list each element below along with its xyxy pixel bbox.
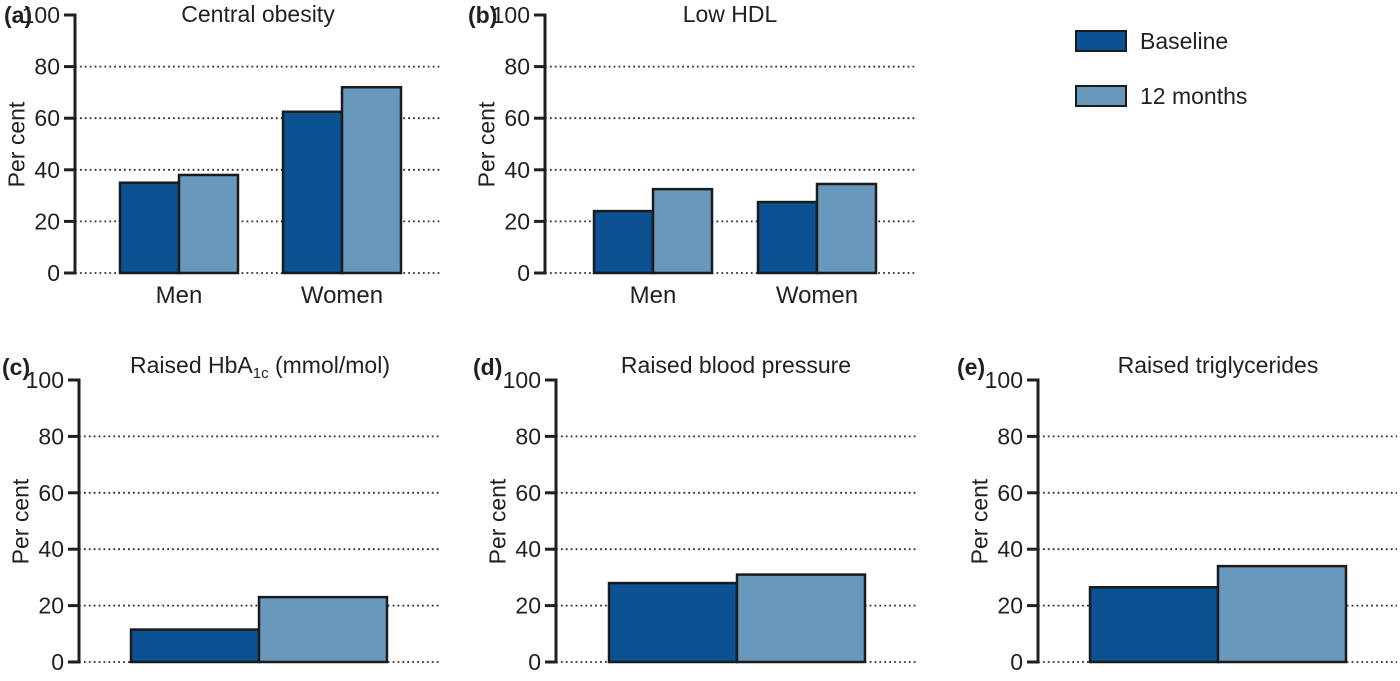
- chart-e: 0 20 40 60 80 100: [985, 367, 1397, 675]
- panel-b-low-hdl: (b) Low HDL Per cent 0 20 40 60 80 100 Men Wome…: [460, 0, 922, 336]
- y-tick-label-60: 60: [997, 480, 1023, 506]
- bar-a-women-baseline: [281, 110, 344, 275]
- bar-a-women-12-months: [340, 85, 403, 275]
- bar-d-overall-12-months: [735, 573, 867, 664]
- y-tick-label-80: 80: [515, 423, 541, 449]
- y-tick-label-20: 20: [997, 593, 1023, 619]
- bar-b-women-12-months: [815, 182, 878, 275]
- y-tick-label-100: 100: [503, 367, 541, 393]
- panel-title-subscript: 1c: [252, 365, 269, 382]
- x-category-label-men: Men: [156, 282, 203, 309]
- y-tick-label-60: 60: [38, 480, 64, 506]
- y-tick-label-80: 80: [997, 423, 1023, 449]
- legend-swatch-baseline: [1075, 30, 1127, 52]
- chart-a: 0 20 40 60 80 100 Men Women: [22, 2, 440, 309]
- bar-e-overall-12-months: [1216, 564, 1348, 664]
- y-tick-label-100: 100: [22, 2, 60, 28]
- y-tick-label-100: 100: [492, 2, 530, 28]
- bar-b-men-baseline: [592, 209, 655, 275]
- plot-area: 0 20 40 60 80 100: [460, 340, 922, 676]
- panel-label: (d): [473, 354, 503, 380]
- panel-label: (b): [468, 2, 498, 28]
- panel-title-text: Low HDL: [682, 1, 778, 27]
- panel-title: Raised blood pressure: [536, 352, 936, 379]
- legend-label-baseline: Baseline: [1140, 27, 1229, 54]
- panel-label: (e): [957, 354, 986, 380]
- y-tick-label-0: 0: [517, 260, 530, 286]
- bar-c-overall-12-months: [257, 595, 389, 664]
- chart-d: 0 20 40 60 80 100: [503, 367, 917, 675]
- y-tick-label-40: 40: [34, 157, 60, 183]
- y-tick-label-60: 60: [515, 480, 541, 506]
- panel-title-text: Central obesity: [181, 1, 335, 27]
- panel-d-raised-blood-pressure: (d) Raised blood pressure Per cent 0 20 40…: [460, 340, 922, 676]
- bar-c-overall-baseline: [129, 628, 261, 664]
- y-tick-label-0: 0: [1010, 649, 1023, 675]
- y-tick-label-0: 0: [47, 260, 60, 286]
- y-tick-label-0: 0: [528, 649, 541, 675]
- chart-b: 0 20 40 60 80 100 Men Women: [492, 2, 915, 309]
- bar-e-overall-baseline: [1088, 586, 1220, 664]
- panel-title: Raised triglycerides: [1018, 352, 1400, 379]
- panel-title: Low HDL: [530, 1, 930, 28]
- y-tick-label-20: 20: [38, 593, 64, 619]
- panel-c-raised-hba1c: (c) Raised HbA1c (mmol/mol) Per cent 0 20…: [0, 340, 456, 676]
- bar-b-men-12-months: [651, 187, 714, 275]
- panel-title: Raised HbA1c (mmol/mol): [60, 352, 460, 382]
- y-tick-label-40: 40: [38, 536, 64, 562]
- y-tick-label-20: 20: [34, 208, 60, 234]
- plot-area: 0 20 40 60 80 100: [930, 340, 1400, 676]
- legend-label-12-months: 12 months: [1140, 82, 1248, 109]
- plot-area: 0 20 40 60 80 100 Men Women: [460, 0, 922, 336]
- x-category-label-men: Men: [630, 282, 677, 309]
- panel-a-central-obesity: (a) Central obesity Per cent 0 20 40 60 80 10…: [0, 0, 456, 336]
- x-category-label-women: Women: [301, 282, 383, 309]
- panel-title-text: Raised blood pressure: [620, 352, 852, 378]
- y-tick-label-40: 40: [504, 157, 530, 183]
- y-tick-label-60: 60: [504, 105, 530, 131]
- y-tick-label-20: 20: [515, 593, 541, 619]
- y-tick-label-80: 80: [504, 54, 530, 80]
- x-category-label-women: Women: [776, 282, 858, 309]
- bar-b-women-baseline: [756, 200, 819, 275]
- y-tick-label-20: 20: [504, 208, 530, 234]
- y-tick-label-40: 40: [515, 536, 541, 562]
- panel-title-text: Raised triglycerides: [1117, 352, 1319, 378]
- y-tick-label-60: 60: [34, 105, 60, 131]
- legend-item-baseline: Baseline: [1075, 27, 1247, 54]
- y-tick-label-80: 80: [34, 54, 60, 80]
- plot-area: 0 20 40 60 80 100: [0, 340, 456, 676]
- legend-swatch-12-months: [1075, 85, 1127, 107]
- panel-title: Central obesity: [58, 1, 458, 28]
- legend: Baseline 12 months: [1075, 27, 1248, 140]
- bar-d-overall-baseline: [607, 581, 739, 664]
- panel-title-suffix: (mmol/mol): [268, 352, 390, 378]
- y-tick-label-100: 100: [26, 367, 64, 393]
- panel-label: (a): [4, 2, 33, 28]
- panel-e-raised-triglycerides: (e) Raised triglycerides Per cent 0 20 40 6…: [930, 340, 1400, 676]
- plot-area: 0 20 40 60 80 100 Men Women: [0, 0, 456, 336]
- legend-item-12-months: 12 months: [1075, 82, 1248, 109]
- y-tick-label-80: 80: [38, 423, 64, 449]
- bar-a-men-12-months: [177, 173, 240, 275]
- bar-a-men-baseline: [118, 181, 181, 275]
- chart-c: 0 20 40 60 80 100: [26, 367, 441, 675]
- y-tick-label-0: 0: [51, 649, 64, 675]
- panel-title-text: Raised HbA: [130, 352, 253, 378]
- panel-label: (c): [2, 354, 31, 380]
- y-tick-label-40: 40: [997, 536, 1023, 562]
- y-tick-label-100: 100: [985, 367, 1023, 393]
